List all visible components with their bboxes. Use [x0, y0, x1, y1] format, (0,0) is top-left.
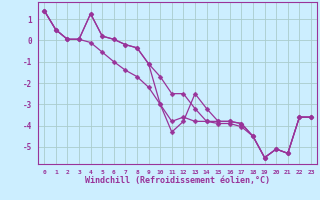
X-axis label: Windchill (Refroidissement éolien,°C): Windchill (Refroidissement éolien,°C) [85, 176, 270, 185]
